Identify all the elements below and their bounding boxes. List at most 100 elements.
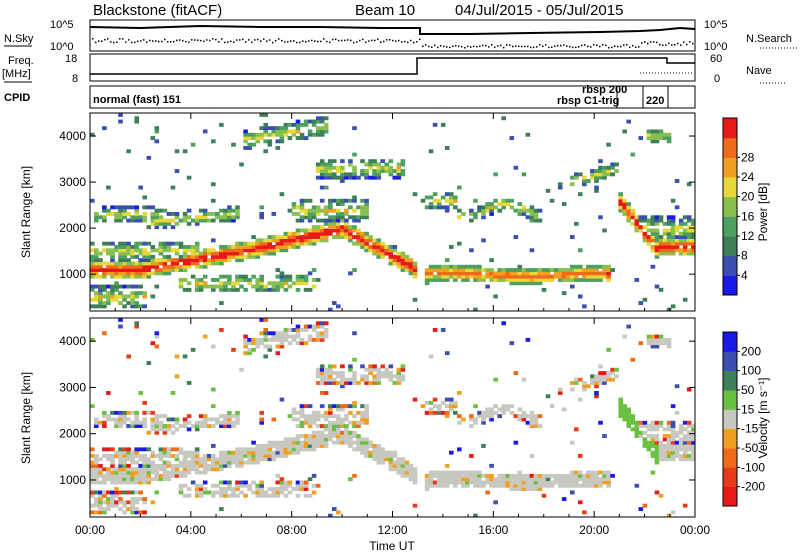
velocity-cell: [259, 490, 264, 495]
power-cell: [364, 212, 369, 216]
velocity-cell: [323, 437, 329, 442]
velocity-cell: [618, 404, 623, 409]
velocity-cell: [291, 440, 297, 445]
power-cell: [650, 132, 656, 137]
power-cell: [323, 165, 329, 170]
power-cell: [598, 278, 603, 282]
power-cell: [432, 192, 438, 197]
power-cell: [303, 208, 309, 213]
velocity-cell: [614, 374, 619, 379]
nsearch-point: [311, 39, 313, 42]
power-cell: [626, 119, 631, 124]
power-cell: [328, 208, 333, 213]
power-cell: [142, 294, 147, 299]
power-cell: [521, 208, 527, 213]
power-cell: [461, 264, 466, 269]
power-cell: [682, 231, 688, 236]
power-cell: [194, 251, 200, 256]
velocity-cell: [594, 391, 599, 395]
velocity-cell: [319, 337, 325, 342]
power-cell: [574, 264, 579, 269]
velocity-cell: [255, 447, 260, 452]
power-cell: [255, 132, 260, 137]
velocity-cell: [432, 397, 438, 402]
nsearch-point: [332, 38, 334, 41]
power-cell: [328, 307, 333, 311]
power-cell: [404, 264, 410, 269]
power-cell: [432, 198, 438, 203]
power-cell: [146, 264, 152, 269]
velocity-cell: [134, 470, 139, 475]
power-cell: [565, 268, 571, 272]
velocity-cell: [344, 430, 349, 435]
cpid-label-rbsp200: rbsp 200: [582, 84, 627, 96]
velocity-cell: [118, 490, 123, 495]
power-cell: [231, 218, 236, 223]
velocity-cell: [106, 447, 111, 452]
colorbar-tick-label: 20: [741, 190, 755, 204]
power-cell: [315, 231, 321, 236]
velocity-cell: [154, 344, 160, 349]
velocity-cell: [598, 480, 603, 485]
nsearch-point: [437, 46, 439, 49]
power-cell: [674, 179, 680, 183]
velocity-cell: [283, 437, 289, 442]
velocity-cell: [223, 463, 228, 468]
power-cell: [295, 136, 301, 140]
power-cell: [231, 208, 236, 213]
power-cell: [182, 218, 188, 223]
velocity-cell: [102, 467, 107, 472]
velocity-cell: [691, 454, 695, 458]
velocity-cell: [94, 477, 99, 482]
velocity-cell: [570, 387, 575, 392]
nsearch-point: [149, 39, 151, 42]
power-cell: [594, 169, 599, 173]
power-cell: [126, 251, 131, 256]
velocity-cell: [295, 480, 301, 485]
power-cell: [372, 248, 377, 253]
velocity-cell: [400, 457, 406, 462]
power-cell: [126, 149, 131, 154]
velocity-cell: [638, 341, 644, 346]
power-cell: [90, 287, 95, 292]
power-cell: [360, 212, 365, 216]
velocity-cell: [182, 420, 188, 425]
velocity-cell: [501, 410, 506, 415]
power-cell: [570, 175, 575, 180]
power-cell: [106, 261, 111, 266]
power-cell: [525, 278, 531, 282]
power-cell: [424, 281, 430, 286]
power-cell: [457, 274, 462, 279]
power-cell: [299, 132, 305, 137]
velocity-cell: [190, 457, 196, 462]
power-cell: [311, 208, 317, 213]
velocity-cell: [368, 371, 373, 375]
velocity-cell: [533, 473, 539, 478]
velocity-cell: [98, 473, 103, 478]
velocity-cell: [275, 440, 281, 445]
velocity-cell: [453, 410, 458, 415]
power-cell: [582, 175, 587, 180]
power-cell: [646, 235, 652, 239]
velocity-cell: [606, 470, 611, 475]
power-cell: [376, 238, 381, 243]
nsearch-point: [581, 44, 583, 47]
power-cell: [340, 165, 345, 170]
power-cell: [517, 281, 523, 286]
power-cell: [110, 287, 115, 292]
velocity-cell: [166, 427, 172, 432]
power-cell: [142, 215, 147, 220]
power-cell: [311, 215, 317, 220]
velocity-cell: [255, 490, 260, 495]
velocity-cell: [178, 473, 184, 478]
velocity-cell: [570, 473, 575, 478]
power-cell: [291, 129, 297, 134]
power-cell: [227, 254, 232, 259]
power-cell: [521, 212, 527, 216]
power-cell: [473, 307, 478, 311]
velocity-cell: [118, 477, 123, 482]
power-cell: [360, 238, 365, 243]
velocity-cell: [106, 500, 111, 505]
velocity-cell: [582, 477, 587, 482]
power-cell: [444, 192, 450, 197]
